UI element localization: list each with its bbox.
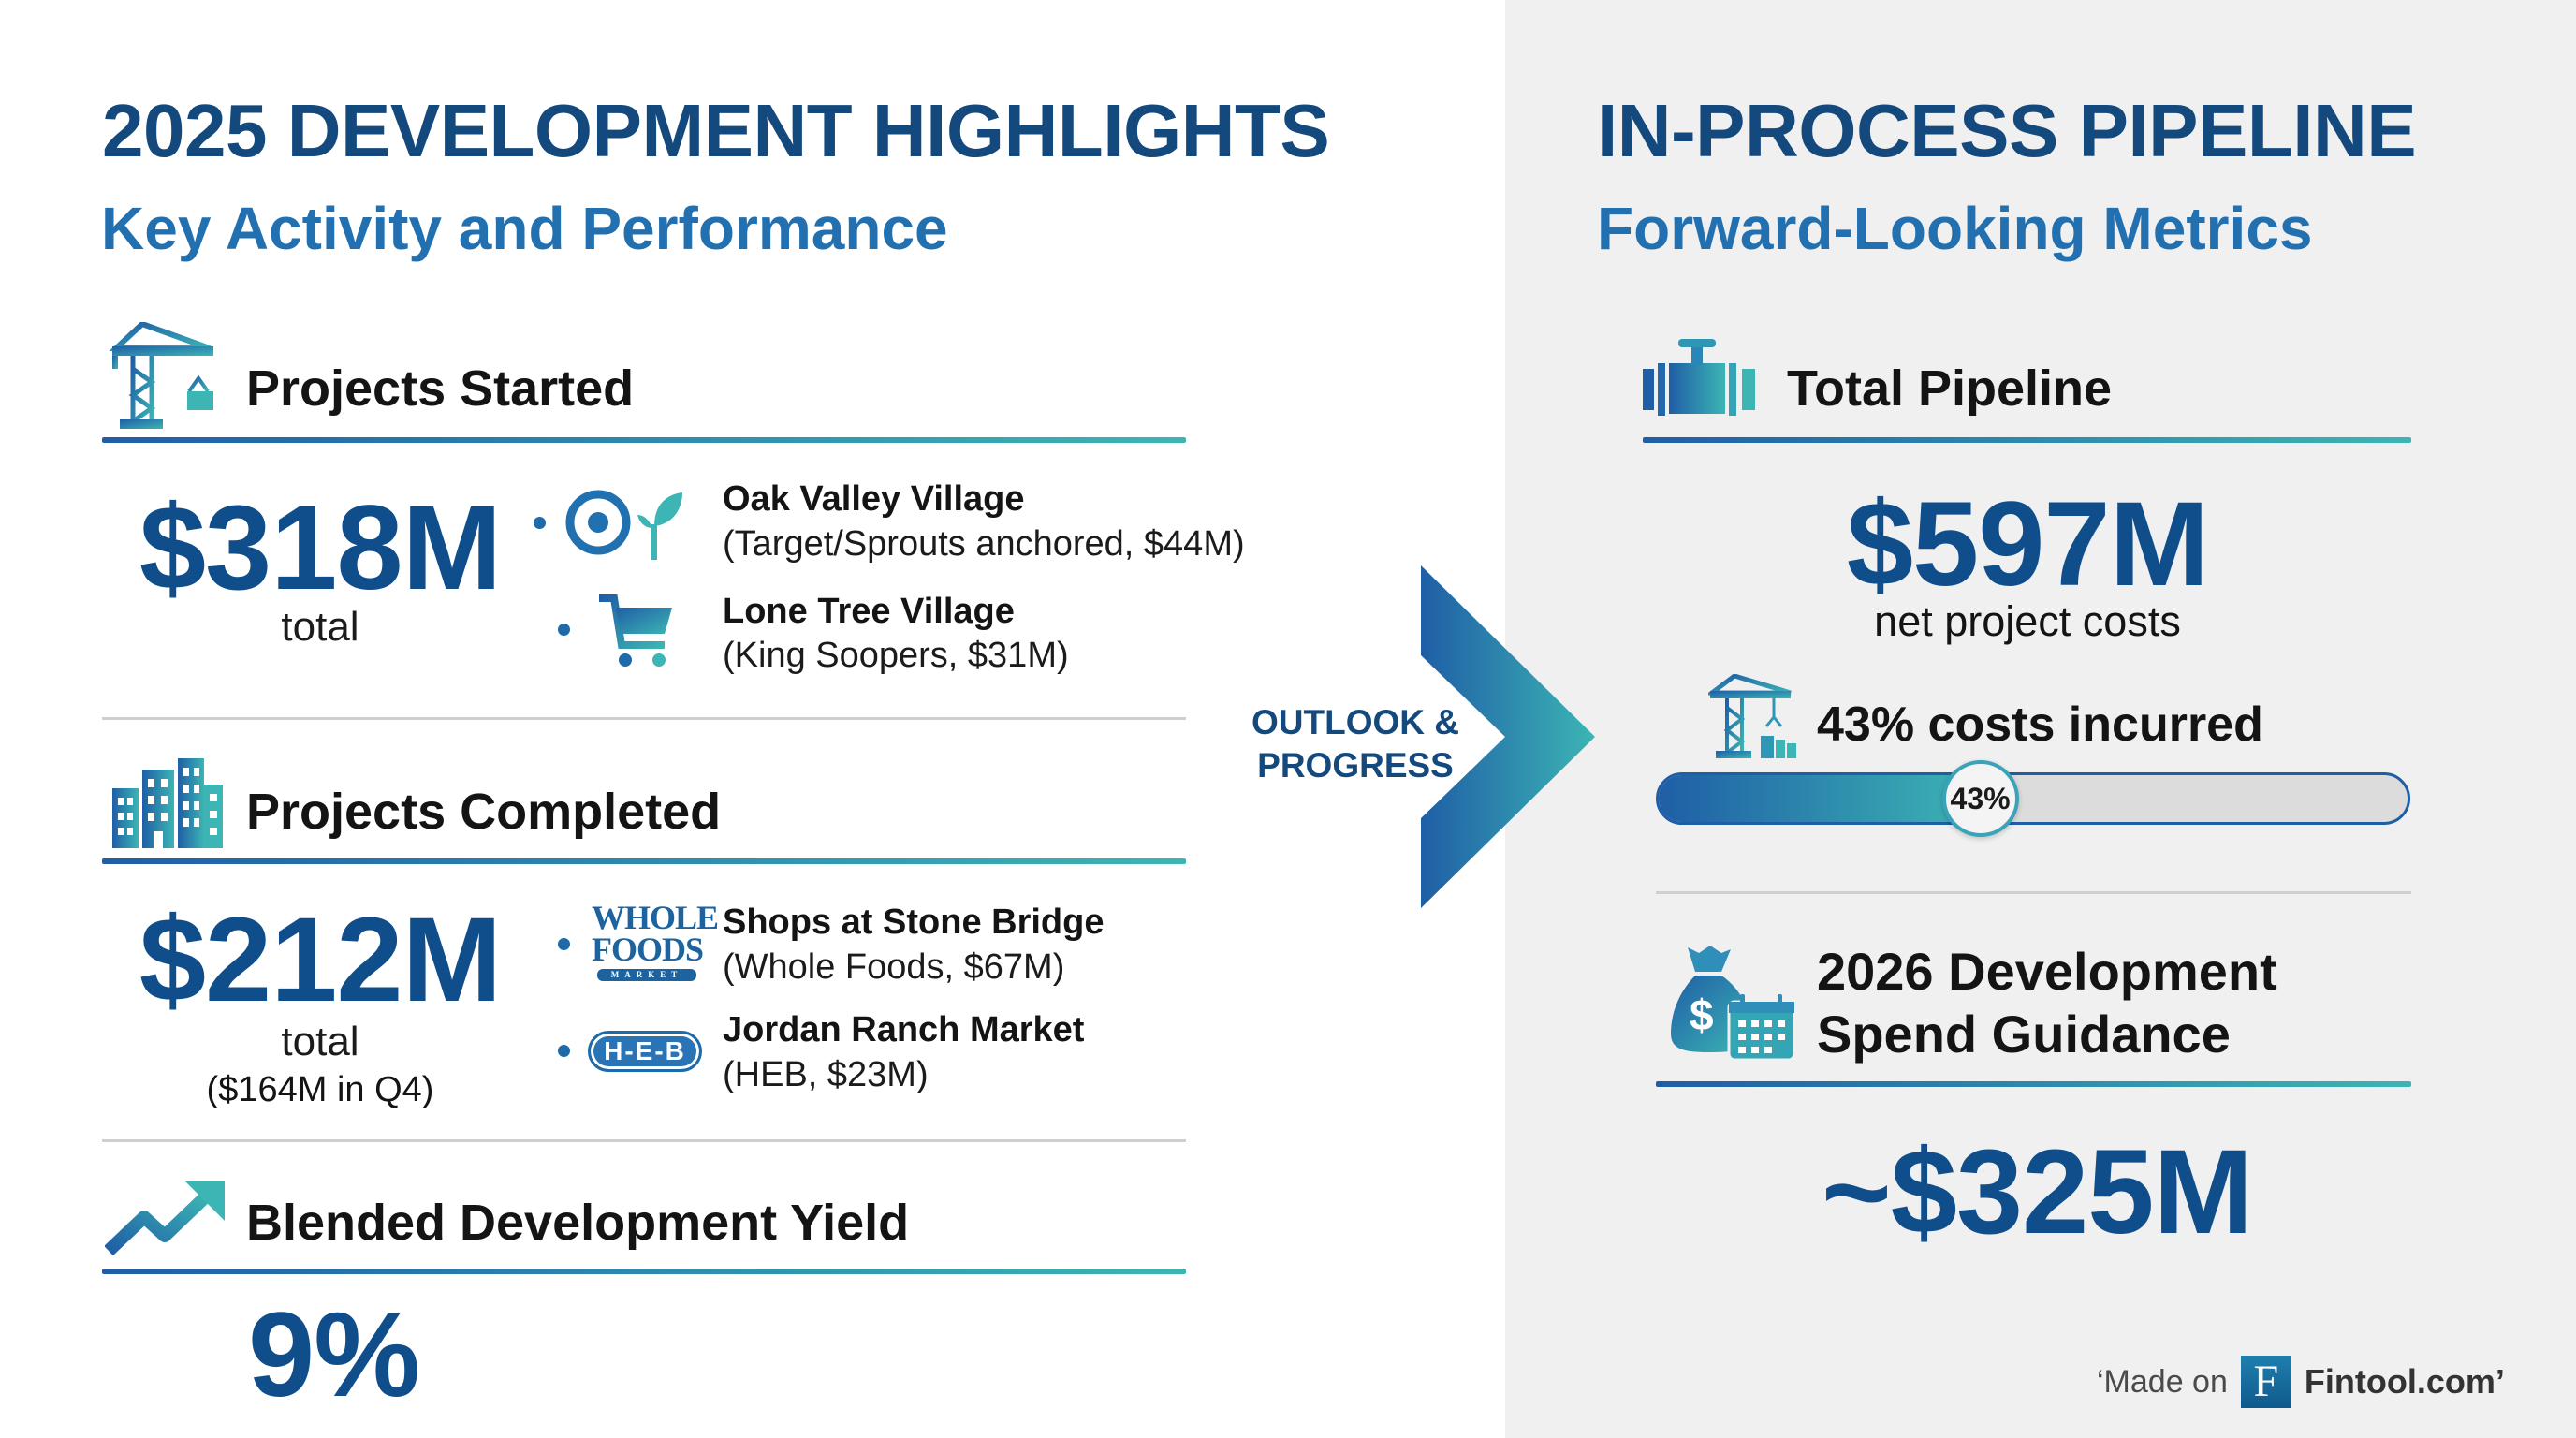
projects-started-label: total bbox=[281, 604, 359, 650]
total-pipeline-heading: Total Pipeline bbox=[1787, 360, 2113, 417]
lone-tree-name: Lone Tree Village bbox=[723, 592, 1015, 631]
heb-logo: H-E-B bbox=[588, 1031, 702, 1072]
total-pipeline-label: net project costs bbox=[1874, 597, 2181, 645]
projects-started-heading: Projects Started bbox=[246, 360, 635, 417]
guidance-heading-line1: 2026 Development bbox=[1817, 942, 2277, 1001]
stone-bridge-name: Shops at Stone Bridge bbox=[723, 902, 1105, 942]
section-divider bbox=[1656, 891, 2411, 894]
bullet bbox=[558, 624, 570, 636]
yield-heading: Blended Development Yield bbox=[246, 1195, 910, 1251]
projects-completed-heading: Projects Completed bbox=[246, 784, 722, 840]
bullet bbox=[534, 517, 546, 529]
pipe-valve-icon bbox=[1643, 339, 1755, 416]
footer-attribution: ‘Made on F Fintool.com’ bbox=[2097, 1354, 2505, 1410]
progress-bar bbox=[1656, 772, 2410, 825]
projects-completed-note: ($164M in Q4) bbox=[206, 1070, 434, 1109]
section-divider bbox=[102, 717, 1186, 720]
left-subtitle: Key Activity and Performance bbox=[101, 195, 948, 262]
logo-text: MARKET bbox=[597, 969, 696, 981]
jordan-ranch-name: Jordan Ranch Market bbox=[723, 1010, 1085, 1049]
section-rule bbox=[102, 858, 1186, 864]
guidance-heading-line2: Spend Guidance bbox=[1817, 1005, 2231, 1064]
stone-bridge-detail: (Whole Foods, $67M) bbox=[723, 947, 1065, 987]
progress-knob: 43% bbox=[1941, 760, 2019, 837]
logo-text: WHOLE bbox=[592, 899, 719, 936]
section-divider bbox=[102, 1139, 1186, 1142]
jordan-ranch-detail: (HEB, $23M) bbox=[723, 1055, 929, 1094]
progress-fill bbox=[1659, 775, 1981, 822]
section-rule bbox=[1643, 437, 2411, 443]
right-panel-background bbox=[1505, 0, 2576, 1438]
lone-tree-detail: (King Soopers, $31M) bbox=[723, 636, 1069, 675]
oak-valley-name: Oak Valley Village bbox=[723, 479, 1025, 519]
buildings-icon bbox=[112, 758, 223, 848]
whole-foods-logo: WHOLE FOODS MARKET bbox=[592, 899, 719, 985]
trend-up-icon bbox=[105, 1181, 225, 1256]
projects-completed-value: $212M bbox=[139, 893, 502, 1027]
left-title: 2025 DEVELOPMENT HIGHLIGHTS bbox=[102, 89, 1330, 172]
right-title: IN-PROCESS PIPELINE bbox=[1597, 89, 2417, 172]
section-rule bbox=[102, 1269, 1186, 1274]
crane-icon bbox=[109, 322, 213, 429]
logo-text: FOODS bbox=[592, 931, 704, 968]
svg-text:$: $ bbox=[1690, 990, 1714, 1039]
shopping-cart-icon bbox=[599, 594, 672, 667]
crane-icon bbox=[1708, 674, 1796, 758]
money-bag-calendar-icon: $ bbox=[1671, 946, 1796, 1062]
target-sprouts-icon bbox=[565, 490, 682, 560]
footer-brand[interactable]: Fintool.com’ bbox=[2304, 1362, 2505, 1401]
outlook-label-line1: OUTLOOK & bbox=[1251, 703, 1459, 741]
section-rule bbox=[1656, 1081, 2411, 1087]
fintool-logo: F bbox=[2240, 1356, 2291, 1408]
yield-value: 9% bbox=[248, 1288, 420, 1422]
footer-prefix: ‘Made on bbox=[2097, 1364, 2228, 1400]
right-subtitle: Forward-Looking Metrics bbox=[1597, 195, 2313, 262]
total-pipeline-value: $597M bbox=[1846, 477, 2209, 611]
bullet bbox=[558, 938, 570, 950]
projects-started-value: $318M bbox=[139, 481, 502, 615]
costs-incurred-heading: 43% costs incurred bbox=[1817, 697, 2263, 752]
projects-completed-label: total bbox=[281, 1019, 359, 1064]
oak-valley-detail: (Target/Sprouts anchored, $44M) bbox=[723, 524, 1245, 564]
section-rule bbox=[102, 437, 1186, 443]
guidance-value: ~$325M bbox=[1821, 1125, 2253, 1259]
outlook-label-line2: PROGRESS bbox=[1257, 746, 1454, 785]
bullet bbox=[558, 1045, 570, 1057]
chevron-right-icon bbox=[1421, 565, 1595, 908]
